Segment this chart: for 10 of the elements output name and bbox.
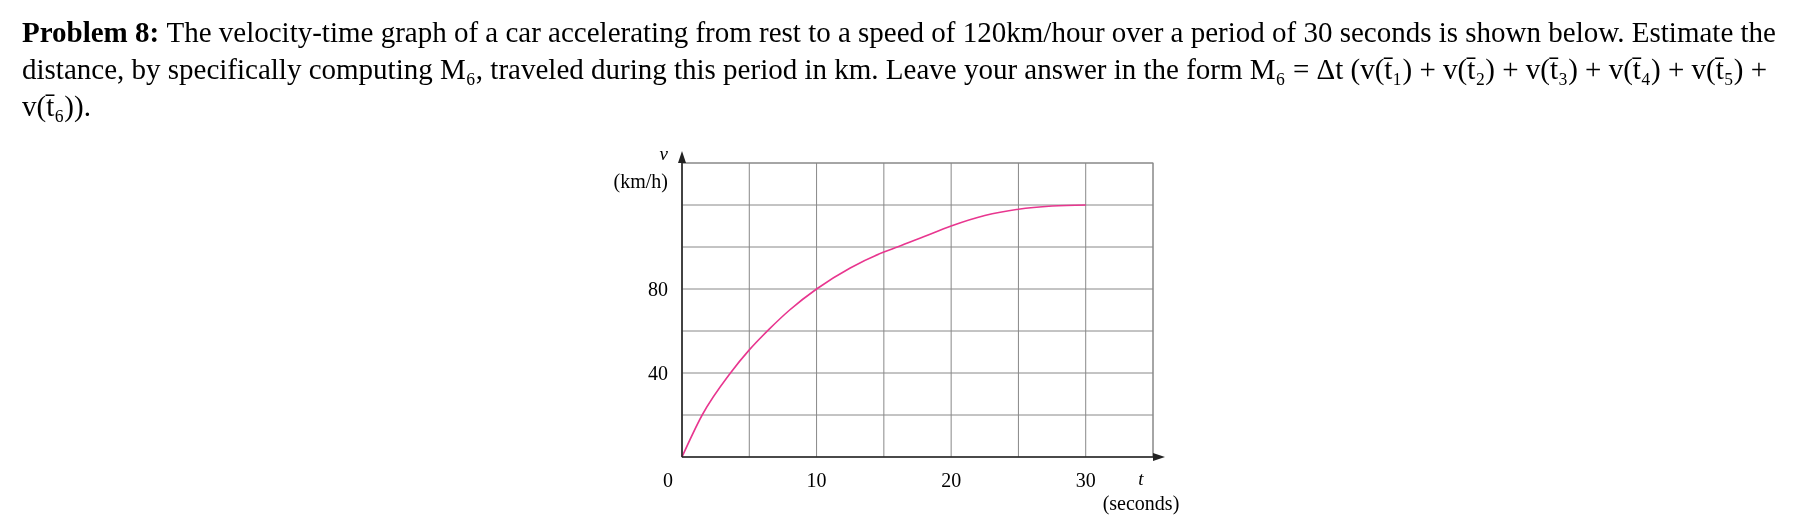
x-axis-title: t (seconds) [1102,468,1180,515]
y-tick-label: 80 [648,278,668,300]
y-tick-label: 40 [648,362,668,384]
x-tick-label: 10 [806,469,827,491]
x-tick-label: 0 [663,469,673,491]
y-axis-title: v (km/h) [613,143,669,193]
x-tick-label: 30 [1075,469,1096,491]
text: Problem 8: [22,16,167,48]
line-series [681,204,1087,458]
x-tick-label: 20 [941,469,962,491]
